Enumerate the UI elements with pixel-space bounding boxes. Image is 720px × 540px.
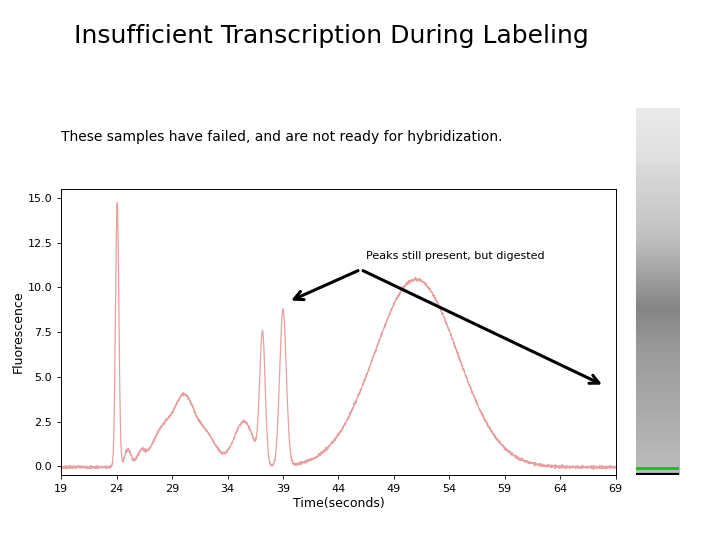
Text: Peaks still present, but digested: Peaks still present, but digested: [366, 251, 545, 261]
X-axis label: Time(seconds): Time(seconds): [292, 497, 384, 510]
Y-axis label: Fluorescence: Fluorescence: [12, 291, 24, 374]
Text: Insufficient Transcription During Labeling: Insufficient Transcription During Labeli…: [74, 24, 588, 48]
Text: These samples have failed, and are not ready for hybridization.: These samples have failed, and are not r…: [61, 130, 503, 144]
